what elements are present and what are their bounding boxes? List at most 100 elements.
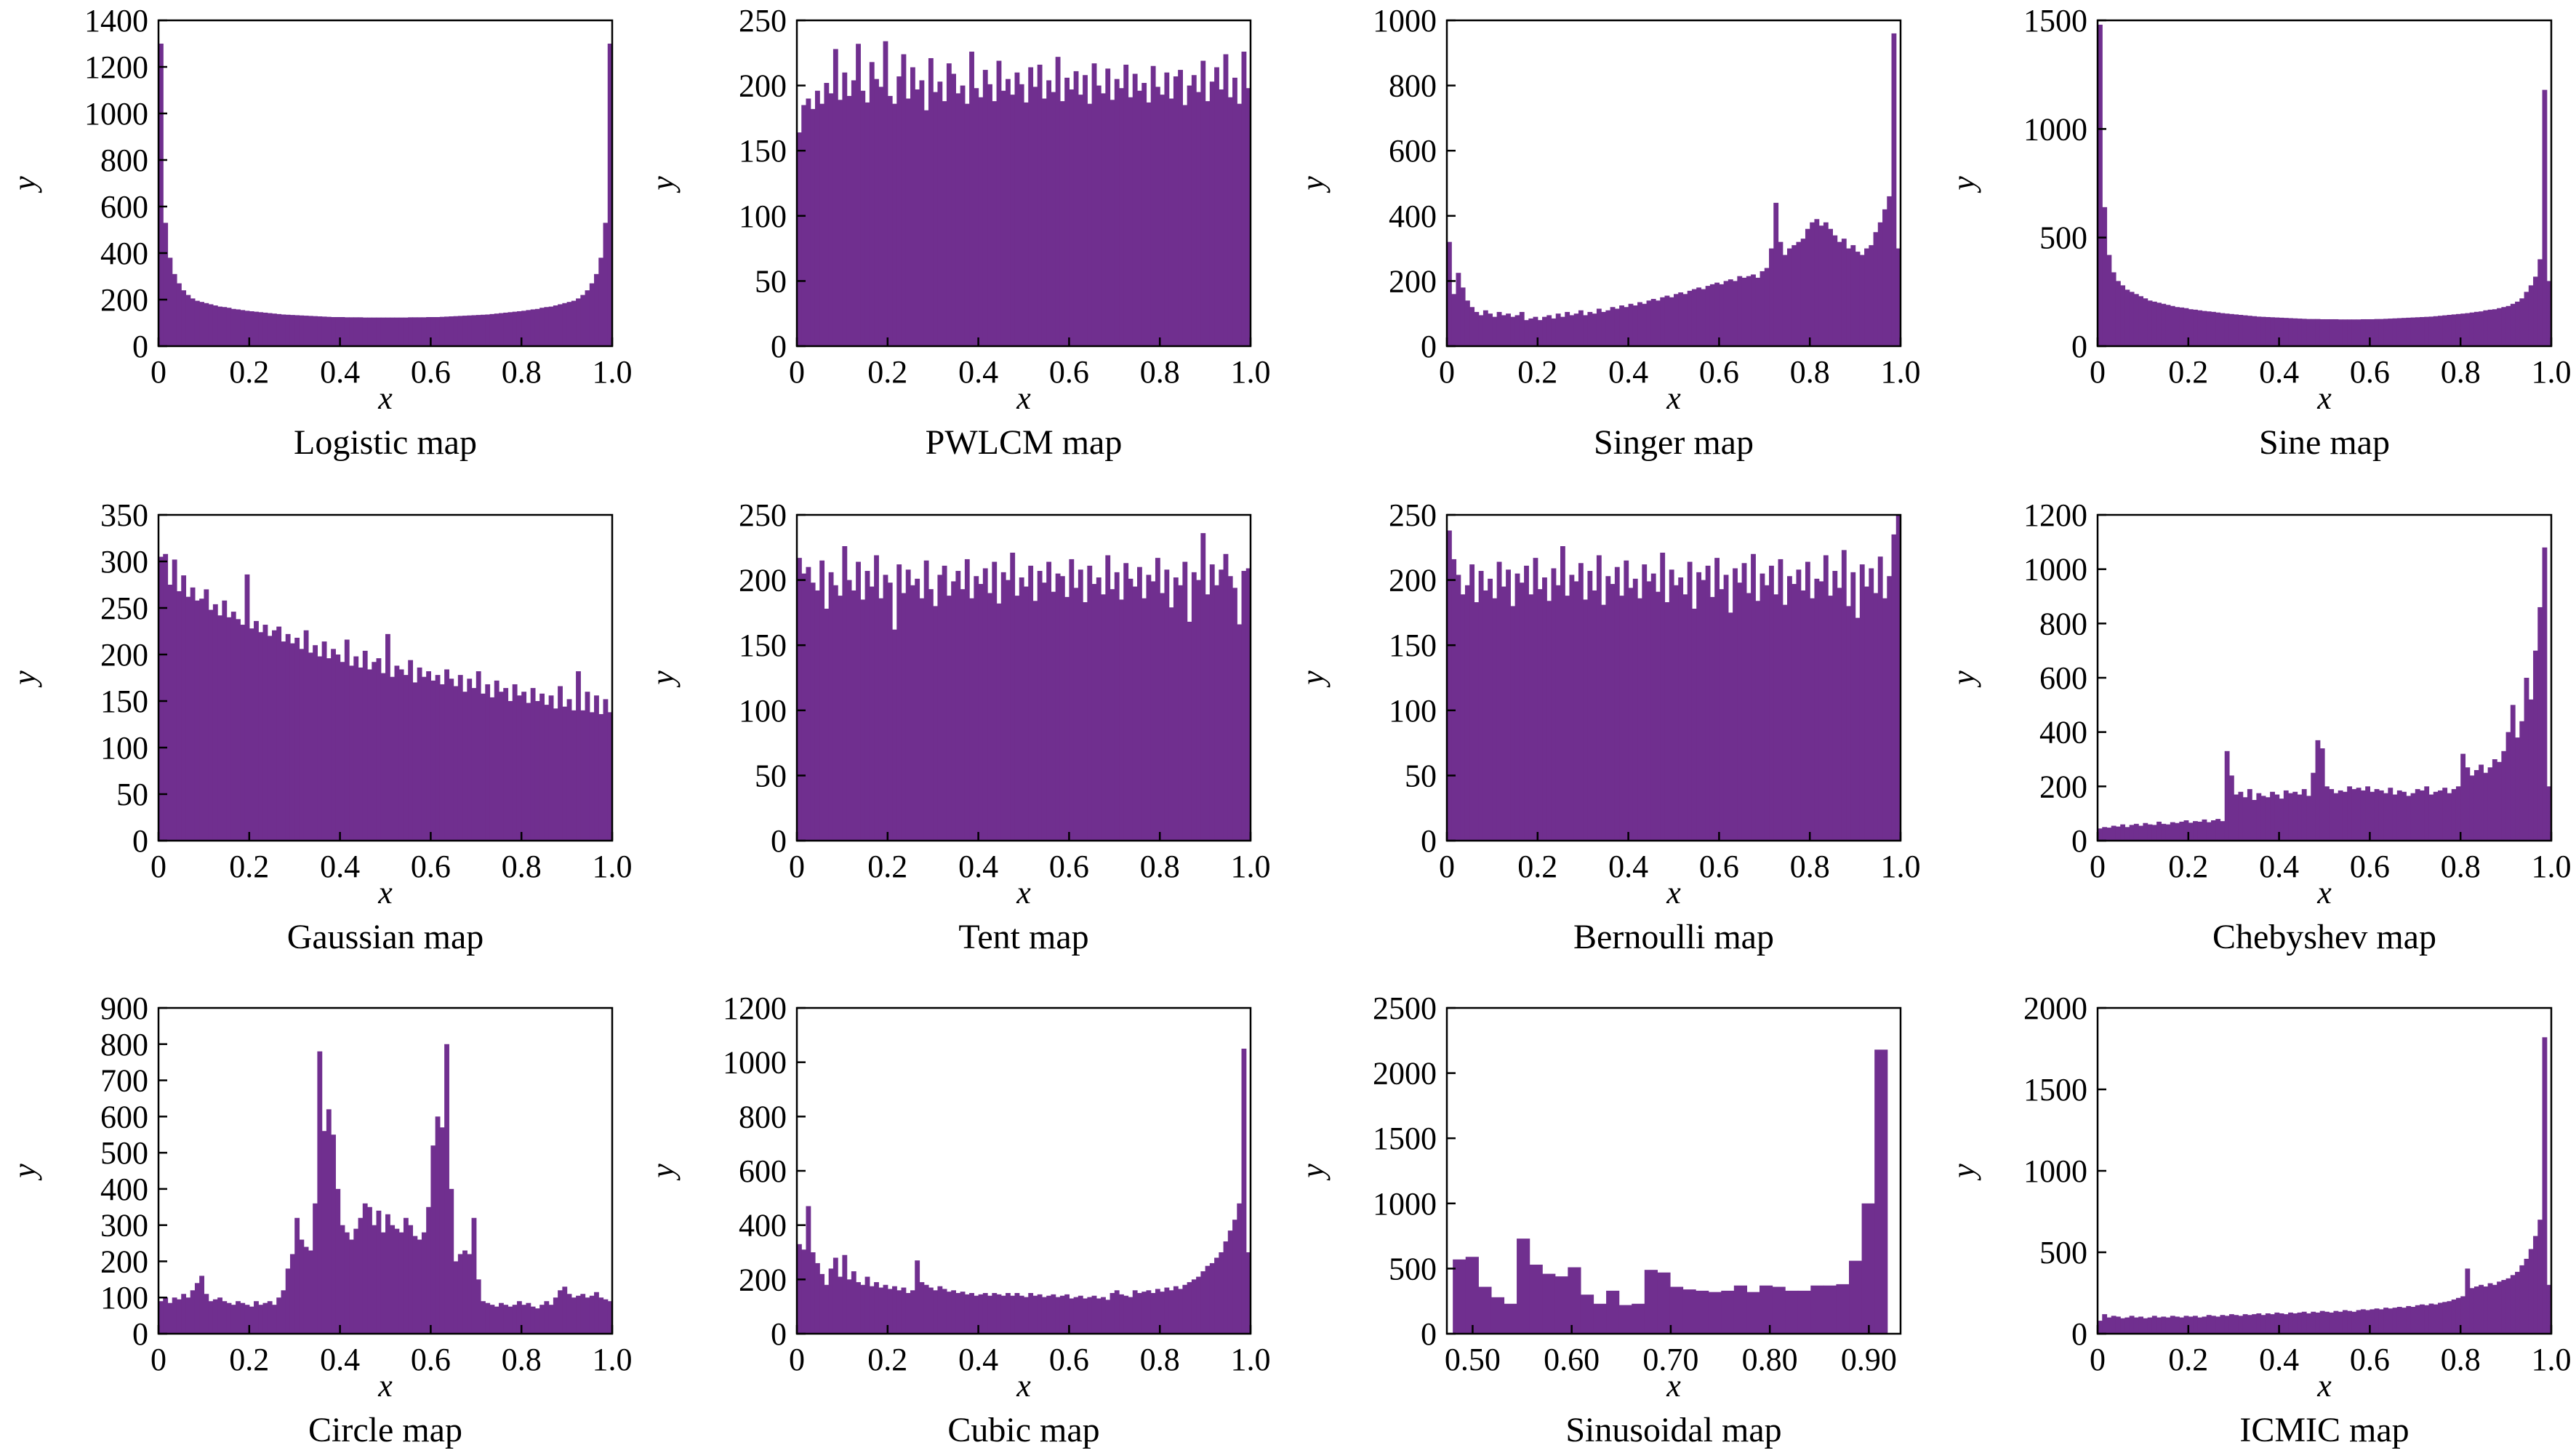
bar bbox=[2383, 319, 2388, 346]
x-axis-label: x bbox=[1666, 875, 1681, 910]
x-tick-label: 0.4 bbox=[320, 1342, 360, 1377]
bar bbox=[2247, 789, 2252, 841]
bar bbox=[2519, 298, 2525, 346]
bar bbox=[1565, 311, 1570, 346]
bar bbox=[240, 310, 246, 346]
bar bbox=[1223, 553, 1229, 841]
bar bbox=[1465, 1257, 1479, 1334]
bar bbox=[2270, 1314, 2275, 1334]
bar bbox=[172, 1297, 177, 1334]
bar bbox=[2211, 820, 2216, 841]
x-tick-label: 0.8 bbox=[1790, 354, 1830, 390]
bar bbox=[2469, 312, 2475, 346]
bar bbox=[2274, 794, 2280, 841]
bar bbox=[230, 308, 236, 346]
bar bbox=[349, 317, 354, 346]
bar bbox=[2524, 1258, 2529, 1334]
bar bbox=[1187, 85, 1192, 346]
bar bbox=[2351, 789, 2357, 841]
y-tick-label: 0 bbox=[771, 823, 787, 859]
bar bbox=[1601, 604, 1606, 841]
bar bbox=[2115, 826, 2121, 841]
bar bbox=[534, 701, 540, 841]
bar bbox=[1160, 1292, 1165, 1334]
y-tick-label: 1200 bbox=[723, 990, 787, 1026]
bar bbox=[1814, 578, 1820, 841]
bar bbox=[1846, 606, 1851, 841]
y-tick-label: 200 bbox=[739, 68, 787, 104]
bar bbox=[2420, 790, 2425, 841]
bar bbox=[553, 305, 558, 346]
bar bbox=[2479, 764, 2484, 841]
bar bbox=[217, 615, 222, 841]
bar bbox=[1782, 604, 1788, 841]
bar bbox=[1032, 601, 1038, 841]
bar bbox=[471, 315, 477, 346]
bar bbox=[2138, 825, 2143, 841]
bar bbox=[1656, 300, 1661, 346]
x-tick-label: 1.0 bbox=[2532, 1342, 2572, 1377]
bar bbox=[1560, 546, 1565, 841]
bar bbox=[2469, 1288, 2475, 1334]
bar bbox=[358, 667, 364, 841]
bar bbox=[1841, 239, 1847, 346]
bar bbox=[1223, 1241, 1229, 1334]
chart-title: Sinusoidal map bbox=[1565, 1411, 1781, 1449]
bar bbox=[2165, 305, 2171, 346]
bar bbox=[2274, 1312, 2280, 1334]
bar bbox=[289, 1254, 295, 1334]
bar bbox=[1533, 316, 1538, 346]
y-tick-label: 0 bbox=[2071, 329, 2087, 364]
bar bbox=[503, 688, 509, 841]
bar bbox=[1723, 281, 1729, 346]
bar bbox=[910, 67, 915, 346]
plot-frame bbox=[2096, 19, 2553, 348]
bar bbox=[2338, 790, 2343, 841]
bar bbox=[1605, 576, 1611, 841]
bar bbox=[2252, 1314, 2257, 1334]
bar bbox=[499, 1302, 504, 1334]
bar bbox=[1492, 316, 1498, 346]
bar bbox=[1864, 248, 1869, 346]
bar bbox=[1119, 1294, 1124, 1334]
bar bbox=[1696, 287, 1702, 346]
y-tick-label: 1000 bbox=[2023, 111, 2087, 147]
bar bbox=[467, 679, 473, 841]
bar bbox=[2151, 825, 2157, 841]
y-tick-label: 200 bbox=[100, 637, 148, 673]
bar bbox=[603, 1299, 609, 1334]
x-tick-label: 0 bbox=[1439, 354, 1455, 390]
bar bbox=[2420, 316, 2425, 346]
bar bbox=[1237, 103, 1243, 346]
bar bbox=[1146, 1290, 1152, 1334]
y-axis-label: y bbox=[7, 1164, 42, 1181]
bar bbox=[548, 306, 554, 346]
chart-pwlcm-map: 0 0.2 0.4 0.6 0.8 1.0 0 50 100 150 200 250 x y PWLCM m… bbox=[645, 3, 1271, 462]
bar bbox=[281, 641, 286, 841]
bar bbox=[824, 609, 830, 841]
bar bbox=[946, 63, 952, 346]
y-tick-label: 50 bbox=[1405, 758, 1437, 793]
bar bbox=[1709, 596, 1715, 841]
bar bbox=[1642, 303, 1648, 346]
bar bbox=[159, 556, 164, 841]
bar bbox=[507, 312, 513, 346]
bar bbox=[539, 693, 545, 841]
bar bbox=[1000, 572, 1006, 841]
bar bbox=[992, 1293, 998, 1334]
bar bbox=[444, 1044, 449, 1334]
bar bbox=[326, 658, 332, 841]
bar bbox=[2378, 319, 2384, 346]
bar bbox=[2438, 316, 2443, 346]
bar bbox=[982, 568, 988, 841]
bar bbox=[2438, 790, 2443, 841]
bar bbox=[380, 1232, 386, 1334]
bar bbox=[860, 599, 866, 841]
y-tick-label: 500 bbox=[2039, 1235, 2087, 1270]
bar bbox=[2151, 1316, 2157, 1334]
bar bbox=[2188, 822, 2194, 841]
bar bbox=[390, 317, 396, 346]
y-axis-label: y bbox=[7, 671, 42, 688]
bar bbox=[2370, 1309, 2375, 1334]
bar bbox=[462, 1250, 468, 1334]
